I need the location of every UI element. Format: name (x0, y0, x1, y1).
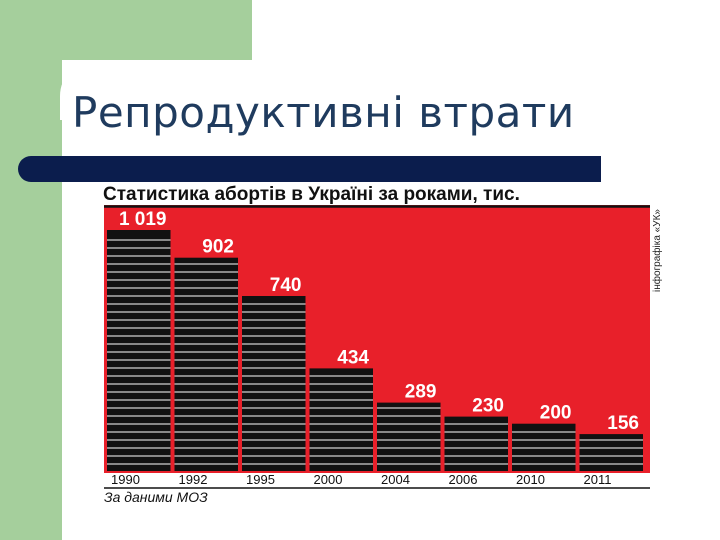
value-label-2004: 289 (405, 382, 437, 403)
decorative-rounded-corner (60, 60, 120, 120)
bar-1990 (107, 230, 171, 471)
decorative-green-band-left (0, 60, 62, 540)
value-label-2011: 156 (607, 413, 639, 434)
x-tick-label-1995: 1995 (246, 472, 275, 487)
x-tick-label-1990: 1990 (111, 472, 140, 487)
source-note: За даними МОЗ (104, 489, 208, 505)
chart-title: Статистика абортів в Україні за роками, … (103, 184, 520, 205)
bar-2000 (309, 368, 373, 471)
value-label-1995: 740 (270, 275, 302, 296)
bar-1995 (242, 296, 306, 471)
bar-1992 (174, 257, 238, 471)
slide-title: Репродуктивні втрати (72, 88, 575, 137)
value-label-1990: 1 019 (119, 209, 167, 230)
x-tick-label-2010: 2010 (516, 472, 545, 487)
value-label-1992: 902 (202, 237, 234, 258)
title-underline-bar (18, 156, 601, 182)
bar-2004 (377, 402, 441, 471)
x-tick-label-2000: 2000 (314, 472, 343, 487)
x-tick-label-2011: 2011 (584, 472, 612, 487)
tick-label-group: 1990 1992 1995 2000 2004 2006 2010 2011 (111, 472, 611, 487)
bar-group (107, 230, 643, 471)
decorative-green-band-top (0, 0, 252, 60)
x-tick-label-2006: 2006 (449, 472, 478, 487)
value-label-2000: 434 (337, 347, 369, 368)
bar-2006 (444, 416, 508, 471)
value-label-2006: 230 (472, 396, 504, 417)
x-tick-label-2004: 2004 (381, 472, 410, 487)
value-label-2010: 200 (540, 403, 572, 424)
x-tick-label-1992: 1992 (179, 472, 208, 487)
value-label-group: 1 019 902 740 434 289 230 200 156 (119, 209, 639, 434)
